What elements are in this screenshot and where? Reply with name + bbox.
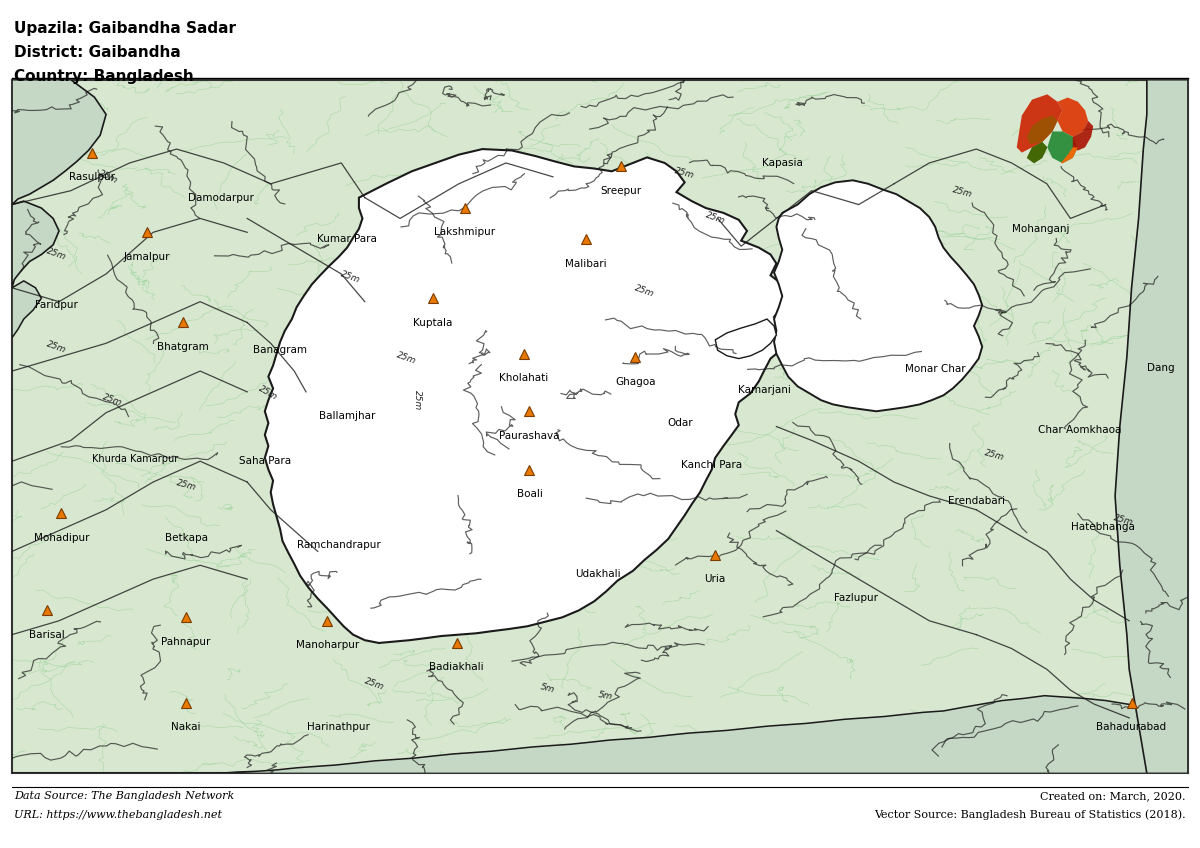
Text: Country: Bangladesh: Country: Bangladesh — [14, 69, 194, 84]
Text: Erendabari: Erendabari — [948, 496, 1004, 506]
Polygon shape — [12, 695, 1188, 773]
Text: 25m: 25m — [413, 390, 422, 410]
Text: Created on: March, 2020.: Created on: March, 2020. — [1040, 791, 1186, 801]
Text: Ballamjhar: Ballamjhar — [319, 411, 376, 421]
Text: Kuptala: Kuptala — [413, 318, 452, 327]
Text: 25m: 25m — [673, 166, 696, 181]
Text: Banagram: Banagram — [253, 345, 307, 355]
Text: Uria: Uria — [704, 574, 726, 584]
Text: Boali: Boali — [516, 489, 542, 499]
Polygon shape — [1061, 148, 1078, 163]
Text: Upazila: Gaibandha Sadar: Upazila: Gaibandha Sadar — [14, 21, 236, 36]
Polygon shape — [715, 319, 776, 359]
Text: Betkapa: Betkapa — [164, 533, 208, 543]
Text: 25m: 25m — [1112, 513, 1134, 527]
Polygon shape — [12, 281, 42, 338]
Polygon shape — [265, 149, 791, 643]
Text: 25m: 25m — [175, 478, 197, 493]
Polygon shape — [1027, 115, 1057, 144]
Text: Bhatgram: Bhatgram — [157, 342, 209, 352]
Text: Mohanganj: Mohanganj — [1013, 224, 1069, 234]
Text: Sreepur: Sreepur — [601, 186, 642, 196]
Text: Manoharpur: Manoharpur — [295, 640, 359, 650]
Polygon shape — [774, 181, 982, 411]
Text: Paurashava: Paurashava — [499, 431, 559, 441]
Text: 25m: 25m — [97, 169, 120, 185]
Text: Hatebhanga: Hatebhanga — [1072, 522, 1135, 533]
Text: 5m: 5m — [598, 690, 614, 701]
Text: Lakshmipur: Lakshmipur — [434, 227, 496, 237]
Text: Vector Source: Bangladesh Bureau of Statistics (2018).: Vector Source: Bangladesh Bureau of Stat… — [874, 810, 1186, 820]
Text: Odar: Odar — [667, 418, 692, 428]
Text: Nakai: Nakai — [172, 722, 200, 732]
Text: Monar Char: Monar Char — [905, 364, 966, 374]
Polygon shape — [1016, 94, 1063, 153]
Text: 25m: 25m — [704, 211, 726, 226]
Text: Jamalpur: Jamalpur — [124, 252, 170, 262]
Text: Kanchi Para: Kanchi Para — [682, 460, 743, 470]
Text: Bahadurabad: Bahadurabad — [1097, 722, 1166, 732]
Text: 25m: 25m — [634, 283, 655, 299]
Text: 25m: 25m — [46, 247, 67, 262]
Text: Kapasia: Kapasia — [762, 158, 803, 168]
Text: Saha Para: Saha Para — [239, 456, 290, 466]
Text: Faridpur: Faridpur — [35, 300, 78, 310]
Text: District: Gaibandha: District: Gaibandha — [14, 45, 181, 60]
Text: Dang: Dang — [1147, 363, 1175, 373]
Text: 25m: 25m — [364, 677, 385, 692]
Text: Harinathpur: Harinathpur — [307, 722, 371, 732]
Text: Damodarpur: Damodarpur — [188, 192, 254, 203]
Text: Mohadipur: Mohadipur — [34, 533, 89, 543]
Polygon shape — [1048, 131, 1078, 163]
Polygon shape — [1115, 80, 1188, 773]
Text: Ramchandrapur: Ramchandrapur — [298, 539, 380, 550]
Text: 25m: 25m — [983, 449, 1004, 463]
Text: 25m: 25m — [101, 393, 124, 408]
Text: 25m: 25m — [46, 339, 67, 354]
Text: Rasulpur: Rasulpur — [68, 172, 115, 182]
Text: Pahnapur: Pahnapur — [161, 637, 211, 647]
Text: Char Aomkhaoa: Char Aomkhaoa — [1038, 425, 1122, 435]
Polygon shape — [1027, 142, 1048, 163]
Polygon shape — [12, 80, 106, 204]
Text: Fazlupur: Fazlupur — [834, 593, 878, 603]
Text: Khurda Kamarpur: Khurda Kamarpur — [92, 455, 179, 465]
Text: Badiakhali: Badiakhali — [430, 662, 484, 672]
Polygon shape — [1027, 142, 1048, 163]
Text: Kamarjani: Kamarjani — [738, 385, 791, 395]
Text: 25m: 25m — [395, 351, 418, 366]
Polygon shape — [12, 201, 59, 287]
Text: Ghagoa: Ghagoa — [616, 377, 655, 387]
Text: 25m: 25m — [340, 270, 361, 285]
Text: Kumar Para: Kumar Para — [317, 234, 377, 244]
Text: 25m: 25m — [952, 185, 973, 199]
Text: 25m: 25m — [257, 384, 280, 402]
Text: Barisal: Barisal — [30, 630, 65, 639]
Text: URL: https://www.thebangladesh.net: URL: https://www.thebangladesh.net — [14, 810, 222, 820]
Text: 5m: 5m — [539, 683, 556, 695]
Text: Kholahati: Kholahati — [499, 373, 548, 383]
Text: Udakhali: Udakhali — [575, 570, 620, 579]
Text: Malibari: Malibari — [565, 259, 607, 269]
Polygon shape — [1057, 98, 1088, 137]
Polygon shape — [1073, 120, 1093, 151]
Text: Data Source: The Bangladesh Network: Data Source: The Bangladesh Network — [14, 791, 235, 801]
